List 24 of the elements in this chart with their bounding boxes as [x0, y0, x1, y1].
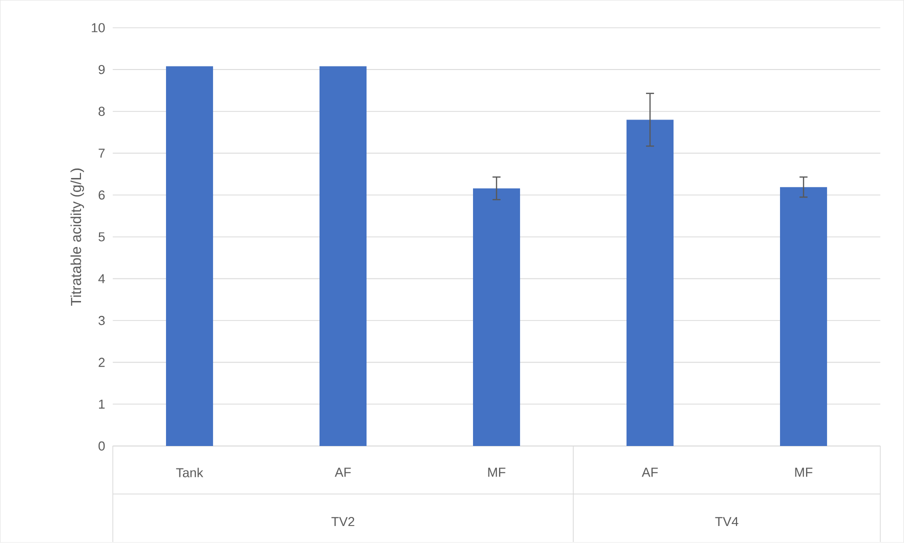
- y-tick-label: 2: [98, 358, 105, 367]
- y-tick-label: 3: [98, 316, 105, 326]
- y-tick-label: 5: [98, 232, 105, 242]
- text: TV4: [715, 517, 738, 526]
- y-axis-title: Titratable acidity (g/L): [70, 168, 84, 306]
- y-tick-label: 7: [98, 148, 105, 158]
- y-tick-label: 0: [98, 442, 105, 451]
- y-tick-label: 10: [92, 23, 105, 32]
- y-tick-label: 4: [98, 274, 105, 284]
- y-tick-label: 9: [98, 65, 105, 74]
- bar: [780, 187, 828, 446]
- bar: [320, 66, 367, 446]
- bar: [473, 188, 520, 446]
- x-tick-label: Tank: [176, 468, 204, 478]
- y-tick-label: 1: [99, 400, 105, 409]
- x-tick-label: MF: [795, 468, 812, 477]
- y-tick-label: 6: [98, 190, 105, 200]
- bar: [166, 66, 214, 446]
- x-tick-label: AF: [334, 468, 351, 477]
- text: TV2: [331, 517, 354, 526]
- y-tick-label: 8: [98, 106, 105, 116]
- x-tick-label: MF: [488, 468, 506, 477]
- x-tick-label: AF: [642, 468, 658, 477]
- bar: [626, 120, 674, 446]
